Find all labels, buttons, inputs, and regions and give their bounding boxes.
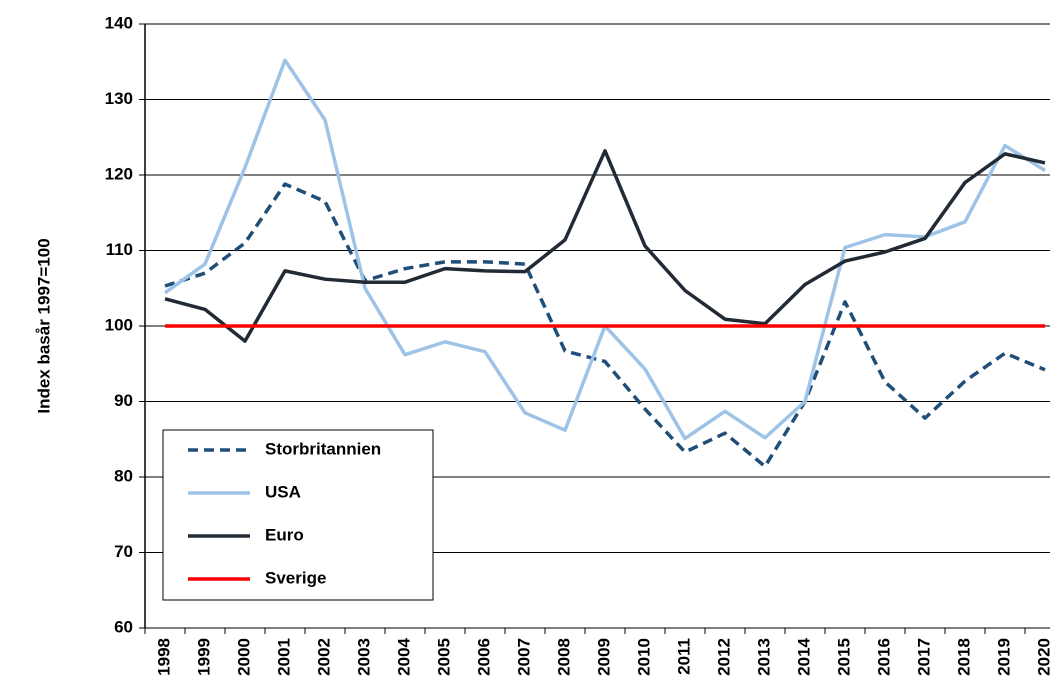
legend-label: Storbritannien (265, 439, 381, 458)
y-tick-label: 80 (114, 466, 133, 485)
y-tick-label: 100 (105, 315, 133, 334)
x-tick-label: 2005 (434, 638, 453, 676)
x-tick-label: 1999 (194, 638, 213, 676)
y-tick-label: 90 (114, 391, 133, 410)
y-tick-label: 120 (105, 164, 133, 183)
legend-label: Euro (265, 525, 304, 544)
y-tick-label: 110 (106, 240, 133, 259)
x-tick-label: 2017 (914, 638, 933, 676)
y-tick-label: 60 (114, 617, 133, 636)
x-tick-label: 2004 (394, 637, 413, 675)
line-series (164, 149, 1046, 343)
x-tick-label: 2014 (794, 637, 813, 675)
x-tick-label: 2020 (1034, 638, 1053, 676)
x-tick-label: 2008 (554, 638, 573, 676)
x-tick-label: 2011 (674, 638, 693, 675)
x-tick-label: 2000 (234, 638, 253, 676)
x-tick-label: 2007 (514, 638, 533, 676)
line-series (163, 58, 1046, 441)
y-tick-label: 140 (105, 13, 133, 32)
x-tick-label: 2009 (594, 638, 613, 676)
x-tick-label: 1998 (154, 638, 173, 676)
x-tick-label: 2016 (874, 638, 893, 676)
legend (162, 429, 434, 601)
y-axis-label: Index basår 1997=100 (34, 238, 53, 413)
x-tick-label: 2002 (314, 638, 333, 676)
legend-label: USA (265, 482, 301, 501)
y-tick-label: 70 (114, 542, 133, 561)
x-tick-label: 2001 (274, 638, 293, 676)
legend-label: Sverige (265, 568, 326, 587)
x-tick-label: 2018 (954, 638, 973, 676)
line-series (164, 182, 1046, 469)
x-tick-label: 2015 (834, 638, 853, 676)
x-tick-label: 2003 (354, 638, 373, 676)
x-tick-label: 2006 (474, 638, 493, 676)
y-tick-label: 130 (105, 89, 133, 108)
x-tick-label: 2013 (754, 638, 773, 676)
x-tick-label: 2012 (714, 638, 733, 676)
x-tick-label: 2019 (994, 638, 1013, 676)
x-tick-label: 2010 (634, 638, 653, 676)
